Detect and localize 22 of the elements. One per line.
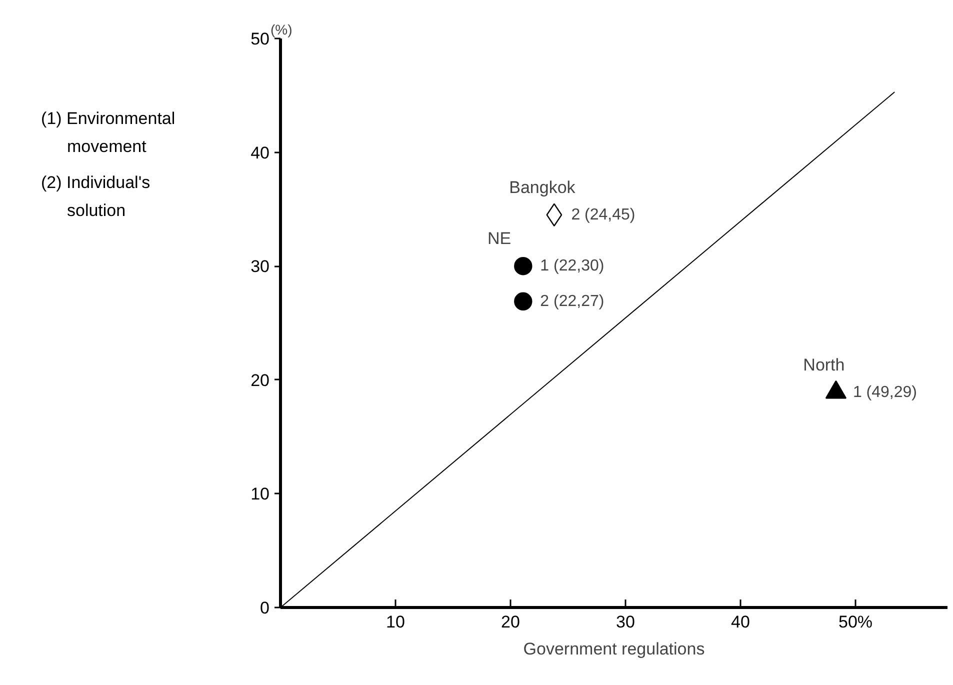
text: (1) Environmental movement <box>41 108 176 158</box>
annotation: 1 (22,30) <box>540 258 604 275</box>
series-label: NE <box>488 229 512 248</box>
text: (2) Individual's solution <box>41 172 152 222</box>
annotation: 1 (49,29) <box>852 384 917 401</box>
series-label: Bangkok <box>509 178 576 197</box>
x-axis-title: Government regulations <box>523 640 705 658</box>
y-tick-label: 40 <box>250 143 270 162</box>
x-tick-label: 20 <box>501 612 520 632</box>
y-tick-label: 50 <box>250 30 270 48</box>
y-tick-label: 10 <box>250 484 270 504</box>
y-tick-label: 20 <box>250 370 270 390</box>
series-label: North <box>803 355 845 374</box>
y-tick-label: 30 <box>250 257 270 276</box>
x-tick-label: 30 <box>616 612 635 632</box>
annotation: 2 (22,27) <box>540 292 604 310</box>
annotation: 2 (24,45) <box>571 206 636 224</box>
x-tick-label: 50% <box>838 612 873 632</box>
x-tick-label: 10 <box>386 612 405 632</box>
y-tick-label: 0 <box>260 598 270 618</box>
y-axis-title: (%) <box>270 22 292 38</box>
x-tick-label: 40 <box>731 612 750 632</box>
